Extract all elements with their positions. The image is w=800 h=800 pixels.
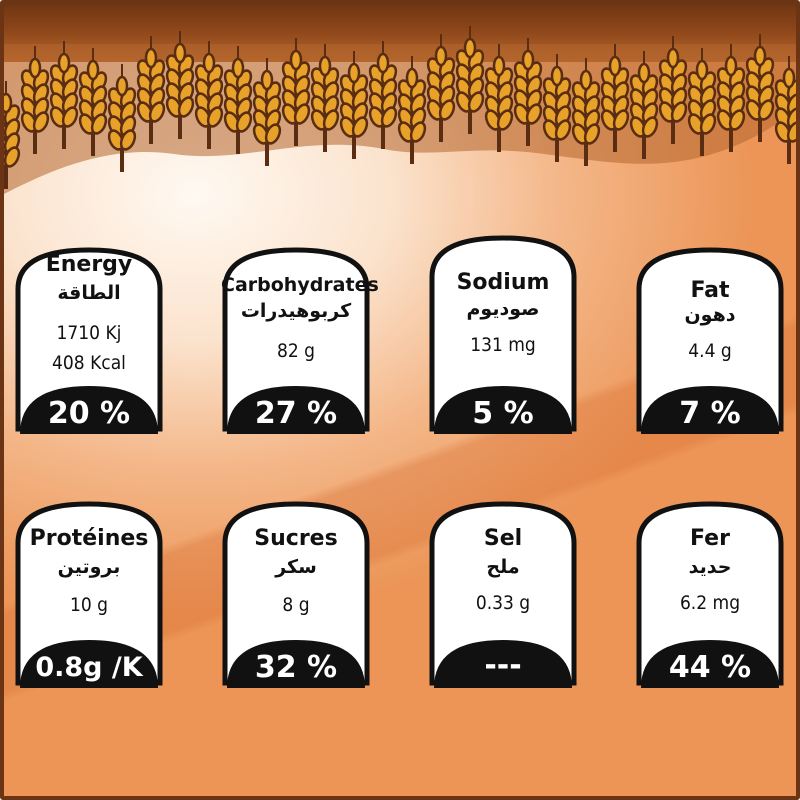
wheat-ear-icon xyxy=(571,58,601,166)
wheat-decoration xyxy=(4,26,796,189)
sucres-card-shape xyxy=(222,501,370,688)
fer-card-shape xyxy=(636,501,784,688)
sodium-label: Sodium xyxy=(456,270,550,295)
fer-value: 6.2 mg xyxy=(679,592,741,614)
wheat-ear-icon xyxy=(426,34,456,142)
wheat-ear-icon xyxy=(194,41,224,149)
wheat-ear-icon xyxy=(136,36,166,144)
fat-value: 4.4 g xyxy=(688,340,732,362)
fat-arabic-label: دهون xyxy=(684,304,736,326)
wheat-ear-icon xyxy=(78,48,108,156)
wheat-ear-icon xyxy=(165,31,195,139)
wheat-ear-icon xyxy=(107,64,137,172)
proteines-value: 10 g xyxy=(69,594,109,616)
proteines-arabic-label: بروتين xyxy=(57,556,121,578)
carbohydrates-percent: 27 % xyxy=(254,396,338,431)
wheat-ear-icon xyxy=(252,58,282,166)
wheat-ear-icon xyxy=(310,44,340,152)
wheat-ear-icon xyxy=(223,46,253,154)
sel-value: 0.33 g xyxy=(475,592,531,614)
fer-label: Fer xyxy=(690,526,730,551)
fat-label: Fat xyxy=(690,278,730,303)
wheat-ear-icon xyxy=(281,38,311,146)
sodium-percent: 5 % xyxy=(472,396,534,431)
wheat-ear-icon xyxy=(513,38,543,146)
fat-card-shape xyxy=(636,247,784,434)
carbohydrates-label: Carbohydrates xyxy=(221,274,379,296)
wheat-ear-icon xyxy=(455,26,485,134)
energy-value-kj: 1710 Kj xyxy=(56,322,122,344)
sel-arabic-label: ملح xyxy=(486,556,520,578)
energy-arabic-label: الطاقة xyxy=(57,282,121,304)
energy-label: Energy xyxy=(45,252,133,277)
wheat-ear-icon xyxy=(745,34,775,142)
sodium-card-shape xyxy=(429,235,577,434)
sucres-label: Sucres xyxy=(254,526,338,551)
sucres-percent: 32 % xyxy=(254,650,338,685)
proteines-card-shape xyxy=(15,501,163,688)
wheat-ear-icon xyxy=(716,44,746,152)
wheat-ear-icon xyxy=(20,46,50,154)
carbohydrates-card-shape xyxy=(222,247,370,434)
carbohydrates-value: 82 g xyxy=(276,340,316,362)
wheat-ear-icon xyxy=(4,81,21,189)
wheat-ear-icon xyxy=(368,41,398,149)
wheat-ear-icon xyxy=(339,51,369,159)
wheat-ear-icon xyxy=(774,56,796,164)
carbohydrates-card: Carbohydrates كربوهيدرات 82 g 27 % xyxy=(221,244,379,444)
sucres-arabic-label: سكر xyxy=(275,556,317,578)
sucres-card: Sucres سكر 8 g 32 % xyxy=(221,498,371,698)
wheat-ear-icon xyxy=(49,41,79,149)
wheat-ear-icon xyxy=(629,51,659,159)
sucres-value: 8 g xyxy=(282,594,310,616)
sel-label: Sel xyxy=(483,526,523,551)
sodium-card: Sodium صوديوم 131 mg 5 % xyxy=(428,232,578,444)
sodium-value: 131 mg xyxy=(470,334,536,356)
fat-percent: 7 % xyxy=(679,396,741,431)
sodium-arabic-label: صوديوم xyxy=(466,298,540,320)
sel-percent: --- xyxy=(484,648,522,683)
wheat-ear-icon xyxy=(600,44,630,152)
sel-card: Sel ملح 0.33 g --- xyxy=(428,498,578,698)
wheat-ear-icon xyxy=(658,36,688,144)
fer-card: Fer حديد 6.2 mg 44 % xyxy=(635,498,785,698)
energy-card-shape xyxy=(15,247,163,434)
wheat-ear-icon xyxy=(397,56,427,164)
fer-percent: 44 % xyxy=(668,650,752,685)
proteines-per-kg: 0.8g /K xyxy=(35,652,143,683)
proteines-label: Protéines xyxy=(29,526,149,551)
fer-arabic-label: حديد xyxy=(688,556,732,578)
wheat-ear-icon xyxy=(484,44,514,152)
proteines-card: Protéines بروتين 10 g 0.8g /K xyxy=(14,498,164,698)
energy-value-kcal: 408 Kcal xyxy=(52,352,126,374)
energy-card: Energy الطاقة 1710 Kj 408 Kcal 20 % xyxy=(14,244,164,444)
carbohydrates-arabic-label: كربوهيدرات xyxy=(240,300,352,322)
wheat-ear-icon xyxy=(542,54,572,162)
energy-percent: 20 % xyxy=(47,396,131,431)
fat-card: Fat دهون 4.4 g 7 % xyxy=(635,244,785,444)
sel-card-shape xyxy=(429,501,577,688)
wheat-ear-icon xyxy=(687,48,717,156)
